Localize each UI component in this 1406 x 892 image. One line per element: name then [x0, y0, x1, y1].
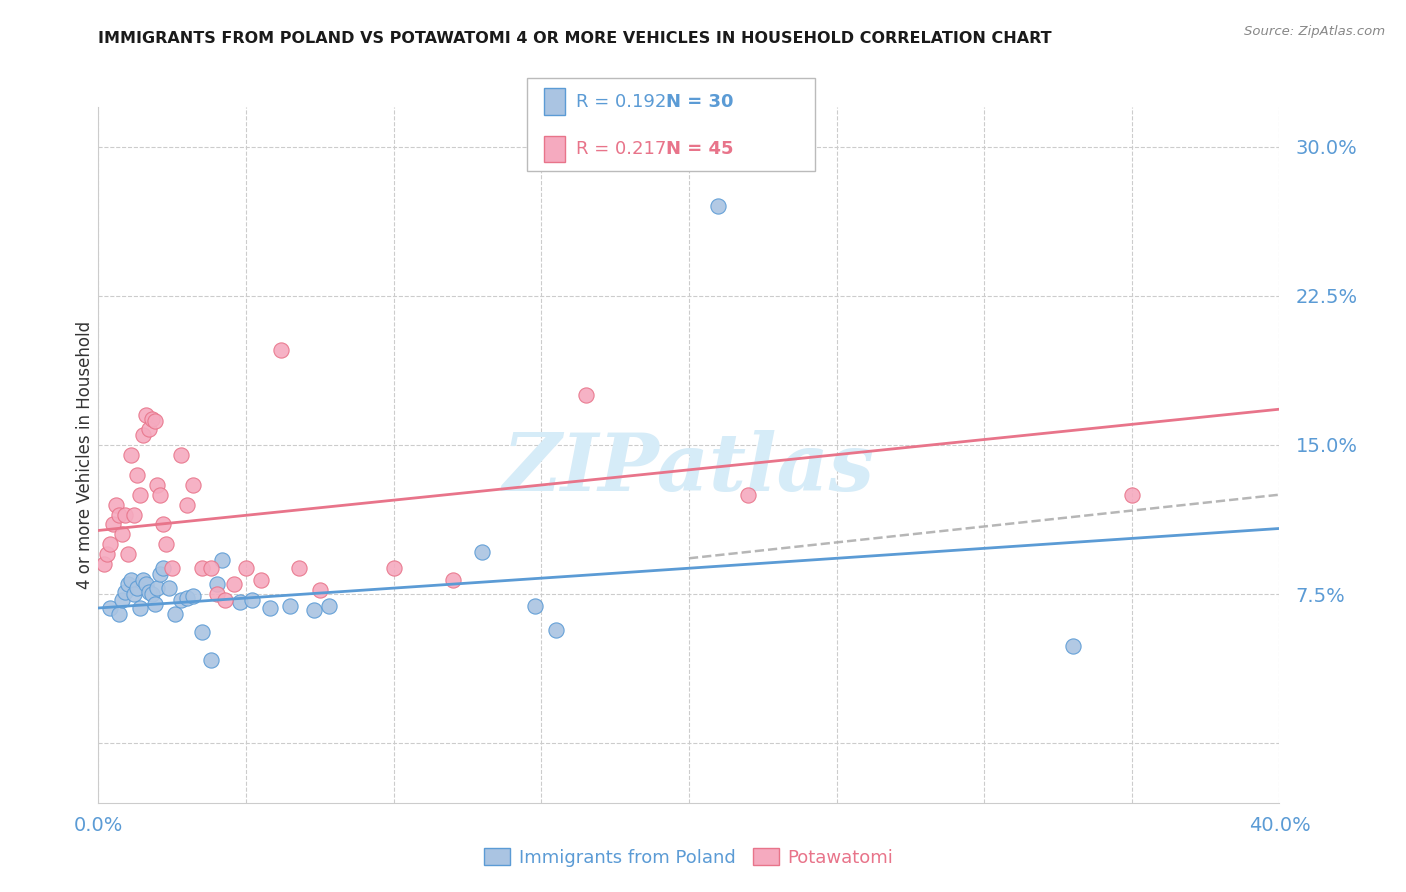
- Point: [125, 581, 148, 595]
- Point: [143, 414, 166, 428]
- Point: [382, 561, 405, 575]
- Point: [111, 527, 134, 541]
- Point: [544, 623, 567, 637]
- Point: [524, 599, 547, 613]
- Point: [141, 587, 163, 601]
- Point: [98, 537, 121, 551]
- Point: [155, 537, 177, 551]
- Point: [146, 581, 169, 595]
- Point: [162, 561, 183, 575]
- Legend: Immigrants from Poland, Potawatomi: Immigrants from Poland, Potawatomi: [477, 840, 901, 874]
- Text: ZIPatlas: ZIPatlas: [503, 430, 875, 508]
- Point: [149, 488, 172, 502]
- Text: R = 0.192: R = 0.192: [576, 93, 666, 111]
- Point: [170, 593, 193, 607]
- Point: [141, 412, 163, 426]
- Point: [152, 517, 174, 532]
- Point: [176, 498, 198, 512]
- Point: [128, 488, 150, 502]
- Point: [302, 603, 325, 617]
- Point: [259, 601, 281, 615]
- Point: [707, 199, 730, 213]
- Point: [157, 581, 180, 595]
- Point: [240, 593, 263, 607]
- Y-axis label: 4 or more Vehicles in Household: 4 or more Vehicles in Household: [76, 321, 94, 589]
- Point: [111, 593, 134, 607]
- Point: [146, 477, 169, 491]
- Point: [138, 585, 160, 599]
- Point: [122, 508, 145, 522]
- Point: [98, 601, 121, 615]
- Point: [122, 587, 145, 601]
- Point: [114, 508, 136, 522]
- Point: [114, 585, 136, 599]
- Point: [191, 624, 214, 639]
- Point: [93, 558, 115, 572]
- Point: [135, 577, 157, 591]
- Point: [149, 567, 172, 582]
- Point: [1121, 488, 1143, 502]
- Point: [278, 599, 302, 613]
- Point: [250, 573, 273, 587]
- Point: [128, 601, 150, 615]
- Point: [108, 508, 131, 522]
- Point: [138, 422, 160, 436]
- Point: [120, 448, 142, 462]
- Point: [165, 607, 187, 621]
- Point: [135, 408, 157, 422]
- Point: [103, 517, 125, 532]
- Text: Source: ZipAtlas.com: Source: ZipAtlas.com: [1244, 25, 1385, 38]
- Text: N = 30: N = 30: [666, 93, 734, 111]
- Point: [200, 653, 222, 667]
- Point: [471, 545, 494, 559]
- Point: [181, 589, 204, 603]
- Point: [737, 488, 759, 502]
- Point: [205, 577, 228, 591]
- Point: [181, 477, 204, 491]
- Point: [152, 561, 174, 575]
- Point: [441, 573, 464, 587]
- Point: [132, 573, 155, 587]
- Point: [176, 591, 198, 605]
- Point: [1062, 639, 1084, 653]
- Point: [105, 498, 128, 512]
- Point: [96, 547, 118, 561]
- Point: [191, 561, 214, 575]
- Text: N = 45: N = 45: [666, 140, 734, 158]
- Text: R = 0.217: R = 0.217: [576, 140, 666, 158]
- Text: IMMIGRANTS FROM POLAND VS POTAWATOMI 4 OR MORE VEHICLES IN HOUSEHOLD CORRELATION: IMMIGRANTS FROM POLAND VS POTAWATOMI 4 O…: [98, 31, 1052, 46]
- Point: [309, 583, 332, 598]
- Point: [143, 597, 166, 611]
- Point: [318, 599, 340, 613]
- Point: [117, 547, 139, 561]
- Point: [224, 577, 246, 591]
- Point: [125, 467, 148, 482]
- Point: [288, 561, 311, 575]
- Point: [211, 553, 233, 567]
- Point: [120, 573, 142, 587]
- Point: [205, 587, 228, 601]
- Point: [235, 561, 257, 575]
- Point: [229, 595, 252, 609]
- Point: [270, 343, 292, 357]
- Point: [117, 577, 139, 591]
- Point: [214, 593, 236, 607]
- Point: [170, 448, 193, 462]
- Point: [108, 607, 131, 621]
- Point: [132, 428, 155, 442]
- Point: [574, 388, 596, 402]
- Point: [200, 561, 222, 575]
